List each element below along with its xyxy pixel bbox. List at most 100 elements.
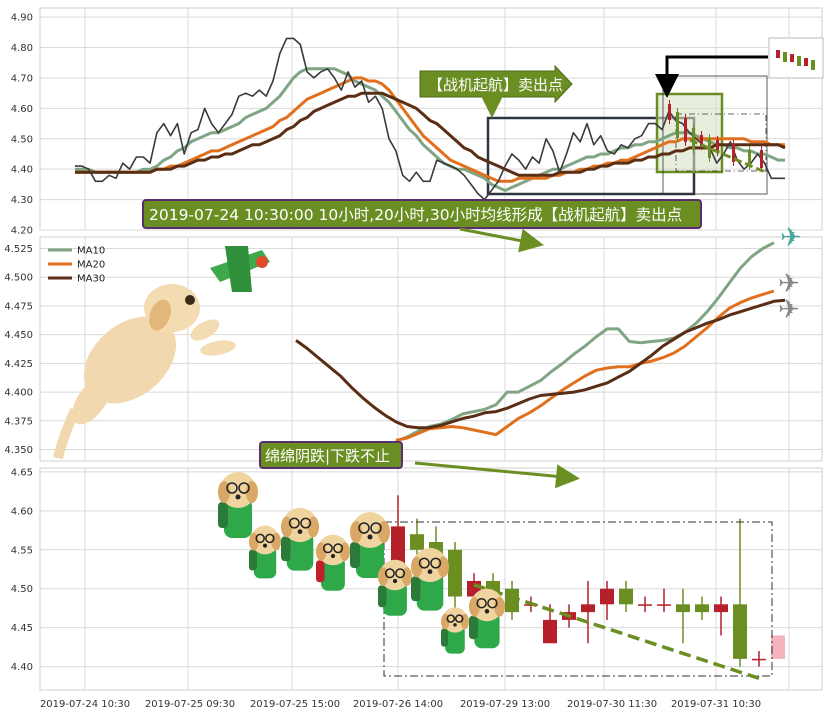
dog-backpack [469,615,478,640]
mini-candle-body [676,112,679,138]
legend-label-ma30: MA30 [77,274,105,285]
y-tick-label: 4.375 [4,416,33,427]
series-line-ma30 [75,91,786,177]
mini-candle-body [732,144,735,162]
dog-head [442,607,468,633]
y-tick-label: 4.50 [11,134,33,145]
dog-glasses [430,557,442,569]
x-tick-label: 2019-07-25 09:30 [145,699,235,710]
dog-body [286,532,314,571]
dog-body [356,538,384,578]
sell-pointer-arrow [655,55,768,98]
dog-glasses [265,533,275,544]
candle-body [410,534,424,550]
series-line-ma20 [75,76,785,183]
dog-body [321,556,345,591]
legend-label-ma10: MA10 [77,246,105,257]
flying-dog-illustration [53,246,270,460]
airplane-icon: ✈ [778,295,800,325]
dog-nose [427,569,433,575]
signal-mini-candles [668,100,763,172]
candle-body [733,604,747,659]
legend-label-ma20: MA20 [77,260,105,271]
dog-head [352,512,388,548]
airplane-icon: ✈ [778,269,800,299]
y-tick-label: 4.400 [4,388,33,399]
dog-body [474,612,500,649]
x-axis-ticks: 2019-07-24 10:30 2019-07-25 09:30 2019-07-… [40,699,761,710]
series-line-ma10 [75,67,785,192]
y-tick-label: 4.20 [11,226,33,237]
candle-body [714,604,728,613]
y-tick-label: 4.55 [11,545,33,556]
main-caption-text: 2019-07-24 10:30:00 10小时,20小时,30小时均线形成【战… [149,206,682,224]
y-tick-label: 4.45 [11,623,33,634]
dog-nose [235,494,241,500]
dog-body [253,546,277,579]
mini-candle-body [692,128,695,150]
dog-glasses [476,597,487,609]
candle-body [657,604,671,606]
y-tick-label: 4.350 [4,445,33,456]
sell-signal-text: 【战机起航】卖出点 [428,76,563,94]
ma-panel-lines [295,241,786,443]
y-tick-label: 4.65 [11,467,33,478]
x-tick-label: 2019-07-29 13:00 [460,699,550,710]
price-panel-lines [75,37,786,201]
y-tick-label: 4.525 [4,244,33,255]
dog-body [224,498,252,538]
dog-nose [484,609,490,614]
dog-nose [297,529,303,535]
y-tick-label: 4.50 [11,584,33,595]
y-tick-label: 4.40 [11,662,33,673]
dog-backpack [350,542,360,568]
backpack-dogs-illustration [218,472,505,654]
dog-nose [367,534,373,540]
x-tick-label: 2019-07-30 11:30 [567,699,657,710]
dog-backpack [218,502,228,528]
y-axis-ticks: 4.20 4.30 4.40 4.50 4.60 4.70 4.80 4.90 4.350 4.3… [4,13,33,674]
y-tick-label: 4.90 [11,13,33,24]
dog-backpack [441,628,448,647]
airplane-icons: ✈ ✈ ✈ [778,223,802,325]
caption-pointer [459,227,544,253]
price-trend-dash [689,138,766,174]
candle-trend-dash [473,583,760,680]
mini-candle-body [708,138,711,158]
y-tick-label: 4.450 [4,330,33,341]
y-tick-label: 4.40 [11,165,33,176]
y-tick-label: 4.70 [11,73,33,84]
dog-backpack [316,560,325,583]
dog-backpack [281,536,291,562]
candle-body [505,588,519,613]
dog-nose [392,578,398,584]
dog-glasses [370,522,382,534]
dog-body [445,625,465,654]
x-tick-label: 2019-07-24 10:30 [40,699,130,710]
bottom-caption-text: 绵绵阴跌|下跌不止 [265,447,390,465]
candle-body [600,588,614,605]
decline-box [383,521,773,677]
dog-glasses [238,482,250,494]
dog-nose [330,553,336,559]
dog-nose [453,623,457,627]
series-line-ma30 [295,298,786,430]
dog-backpack [411,576,421,602]
dog-glasses [288,517,300,529]
dog-head [379,559,411,591]
series-line-ma10 [395,241,775,443]
airplane-icon: ✈ [780,223,802,253]
mini-candle-body [668,104,671,120]
candle-body [638,604,652,606]
dog-backpack [249,549,257,571]
mini-candle-body [716,140,719,152]
y-tick-label: 4.425 [4,359,33,370]
dog-glasses [226,482,238,494]
dog-glasses [300,517,312,529]
mini-candle-body [760,150,763,168]
dog-head [250,525,280,555]
thumbnail-glyph [776,50,815,70]
candle-body [581,604,595,613]
dog-glasses [384,568,395,579]
